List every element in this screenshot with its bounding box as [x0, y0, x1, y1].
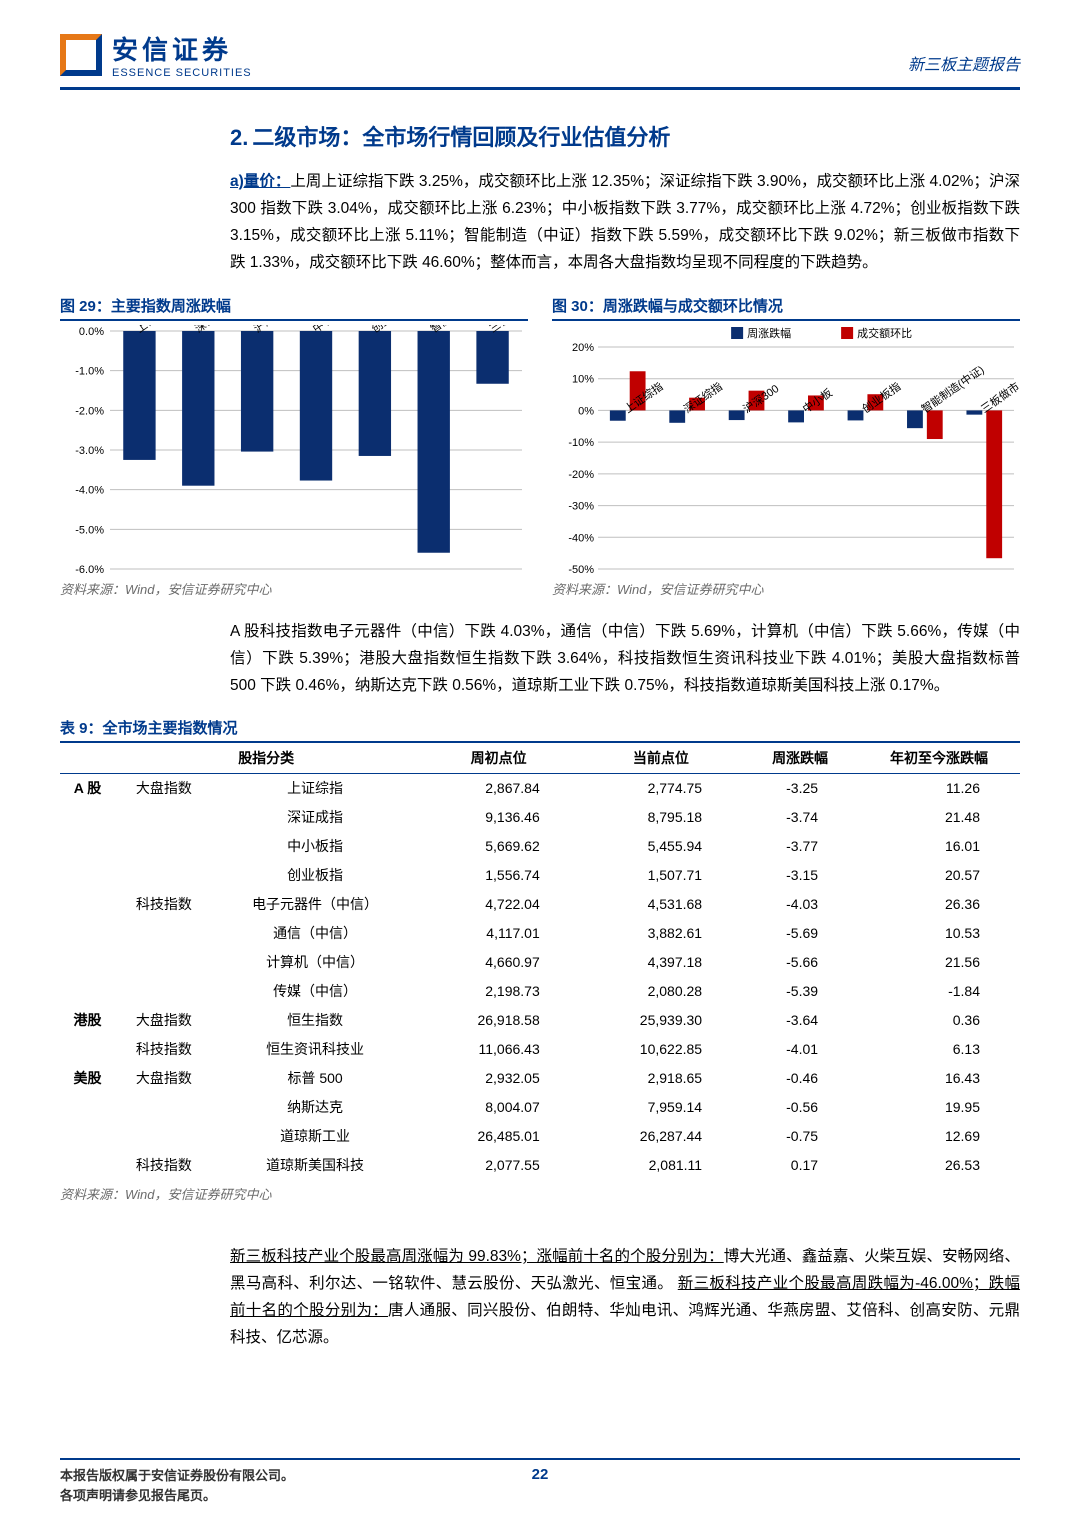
para1-text: 上周上证综指下跌 3.25%，成交额环比上涨 12.35%；深证综指下跌 3.9… — [230, 173, 1020, 271]
svg-text:0.0%: 0.0% — [79, 326, 104, 338]
svg-text:10%: 10% — [572, 373, 594, 385]
table-row: A 股大盘指数上证综指2,867.842,774.75-3.2511.26 — [60, 773, 1020, 802]
para-lead: a)量价： — [230, 173, 290, 190]
table-row: 纳斯达克8,004.077,959.14-0.5619.95 — [60, 1092, 1020, 1121]
footer-left: 本报告版权属于安信证券股份有限公司。 各项声明请参见报告尾页。 — [60, 1466, 294, 1505]
svg-text:周涨跌幅: 周涨跌幅 — [747, 326, 791, 340]
logo-text-cn: 安信证券 — [112, 30, 252, 67]
table-row: 科技指数道琼斯美国科技2,077.552,081.110.1726.53 — [60, 1150, 1020, 1179]
svg-text:-10%: -10% — [568, 437, 594, 449]
svg-text:-20%: -20% — [568, 468, 594, 480]
svg-text:20%: 20% — [572, 342, 594, 354]
section-text: 二级市场：全市场行情回顾及行业估值分析 — [252, 125, 670, 150]
svg-text:-2.0%: -2.0% — [75, 405, 104, 417]
para-price-volume: a)量价：上周上证综指下跌 3.25%，成交额环比上涨 12.35%；深证综指下… — [230, 168, 1020, 277]
page-number: 22 — [532, 1466, 549, 1483]
svg-text:-1.0%: -1.0% — [75, 365, 104, 377]
svg-text:成交额环比: 成交额环比 — [857, 326, 912, 340]
page-header: 安信证券 ESSENCE SECURITIES 新三板主题报告 — [60, 30, 1020, 90]
footer-l1: 本报告版权属于安信证券股份有限公司。 — [60, 1466, 294, 1486]
table-row: 港股大盘指数恒生指数26,918.5825,939.30-3.640.36 — [60, 1005, 1020, 1034]
svg-text:智能制造(中证): 智能制造(中证) — [919, 362, 987, 416]
para-tech-indices: A 股科技指数电子元器件（中信）下跌 4.03%，通信（中信）下跌 5.69%，… — [230, 618, 1020, 699]
table-row: 道琼斯工业26,485.0126,287.44-0.7512.69 — [60, 1121, 1020, 1150]
table-col-3: 周初点位 — [417, 743, 579, 774]
table-col-1: 股指分类 — [115, 743, 417, 774]
table-col-6: 年初至今涨跌幅 — [858, 743, 1020, 774]
header-subtitle: 新三板主题报告 — [908, 51, 1020, 75]
charts-row: 图 29：主要指数周涨跌幅 0.0% -1.0% -2.0% -3.0% -4.0% -5… — [60, 295, 1020, 598]
svg-text:0%: 0% — [578, 405, 594, 417]
svg-text:-30%: -30% — [568, 500, 594, 512]
table-row: 创业板指1,556.741,507.71-3.1520.57 — [60, 860, 1020, 889]
table-row: 通信（中信）4,117.013,882.61-5.6910.53 — [60, 918, 1020, 947]
logo: 安信证券 ESSENCE SECURITIES — [60, 30, 252, 79]
table9-title: 表 9：全市场主要指数情况 — [60, 717, 1020, 743]
footer-l2: 各项声明请参见报告尾页。 — [60, 1486, 294, 1506]
table-col-5: 周涨跌幅 — [742, 743, 858, 774]
chart30-canvas: 20%10%0%-10%-20%-30%-40%-50%周涨跌幅成交额环比上证综… — [552, 325, 1020, 575]
logo-text-en: ESSENCE SECURITIES — [112, 67, 252, 79]
table9: 股指分类周初点位当前点位周涨跌幅年初至今涨跌幅A 股大盘指数上证综指2,867.… — [60, 743, 1020, 1180]
hl-rise: 新三板科技产业个股最高周涨幅为 99.83%；涨幅前十名的个股分别为： — [230, 1248, 724, 1265]
section-title: 2.二级市场：全市场行情回顾及行业估值分析 — [230, 120, 1020, 152]
svg-text:-5.0%: -5.0% — [75, 524, 104, 536]
table-row: 科技指数恒生资讯科技业11,066.4310,622.85-4.016.13 — [60, 1034, 1020, 1063]
logo-mark-icon — [60, 34, 102, 76]
chart29-title: 图 29：主要指数周涨跌幅 — [60, 295, 528, 321]
svg-text:-4.0%: -4.0% — [75, 484, 104, 496]
chart29-source: 资料来源：Wind，安信证券研究中心 — [60, 579, 528, 598]
svg-text:-3.0%: -3.0% — [75, 445, 104, 457]
svg-text:中小板: 中小板 — [800, 385, 835, 415]
section-num: 2. — [230, 125, 248, 150]
table-col-4: 当前点位 — [580, 743, 742, 774]
table-row: 深证成指9,136.468,795.18-3.7421.48 — [60, 802, 1020, 831]
table-row: 科技指数电子元器件（中信）4,722.044,531.68-4.0326.36 — [60, 889, 1020, 918]
chart29-block: 图 29：主要指数周涨跌幅 0.0% -1.0% -2.0% -3.0% -4.0% -5… — [60, 295, 528, 598]
chart30-source: 资料来源：Wind，安信证券研究中心 — [552, 579, 1020, 598]
chart30-title: 图 30：周涨跌幅与成交额环比情况 — [552, 295, 1020, 321]
table-row: 美股大盘指数标普 5002,932.052,918.65-0.4616.43 — [60, 1063, 1020, 1092]
svg-text:-6.0%: -6.0% — [75, 564, 104, 575]
svg-text:-50%: -50% — [568, 564, 594, 575]
table-row: 传媒（中信）2,198.732,080.28-5.39-1.84 — [60, 976, 1020, 1005]
table-col-0 — [60, 743, 115, 774]
svg-text:-40%: -40% — [568, 532, 594, 544]
table-row: 中小板指5,669.625,455.94-3.7716.01 — [60, 831, 1020, 860]
page-footer: 本报告版权属于安信证券股份有限公司。 各项声明请参见报告尾页。 22 — [60, 1458, 1020, 1505]
chart30-block: 图 30：周涨跌幅与成交额环比情况 20% 10% 0% -10% -20% -30% -4… — [552, 295, 1020, 598]
table9-source: 资料来源：Wind，安信证券研究中心 — [60, 1184, 1020, 1203]
chart29-canvas: 0.0%-1.0%-2.0%-3.0%-4.0%-5.0%-6.0%上证综指深证… — [60, 325, 528, 575]
highlight-para: 新三板科技产业个股最高周涨幅为 99.83%；涨幅前十名的个股分别为：博大光通、… — [230, 1243, 1020, 1352]
table-row: 计算机（中信）4,660.974,397.18-5.6621.56 — [60, 947, 1020, 976]
